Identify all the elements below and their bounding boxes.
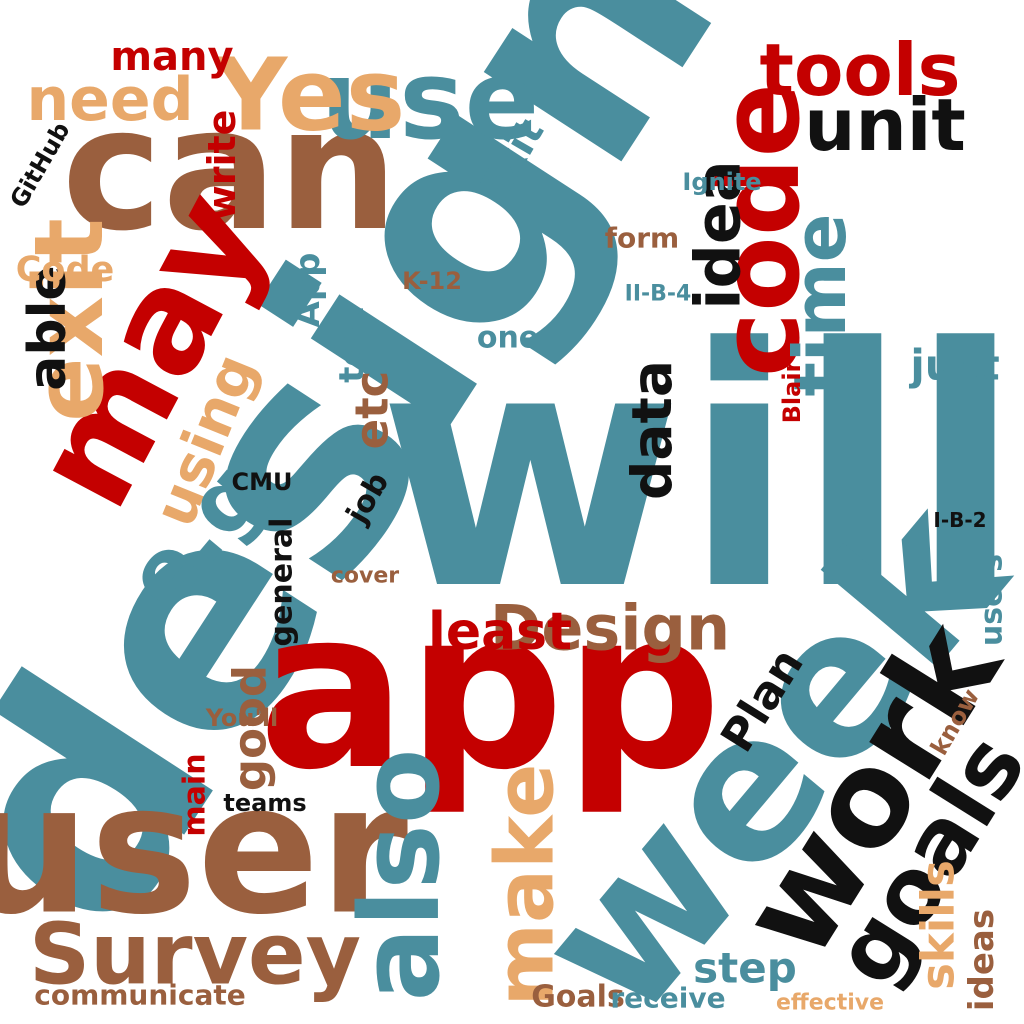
word: many: [110, 34, 233, 80]
word: unit: [804, 83, 966, 167]
word: good: [224, 665, 277, 791]
word: teams: [223, 789, 306, 817]
word: user: [0, 746, 408, 955]
word: You'll: [205, 704, 279, 732]
word: tools: [760, 28, 961, 112]
word: Blair: [778, 360, 806, 423]
word: will: [378, 278, 1022, 662]
word: data: [620, 360, 684, 500]
word: form: [605, 222, 679, 255]
word: exit: [15, 218, 125, 422]
word: etc: [346, 371, 399, 450]
word: test: [332, 307, 372, 383]
word: cover: [331, 564, 399, 589]
word: idea: [682, 160, 755, 310]
word: skills: [912, 860, 965, 990]
word: I-B-2: [933, 508, 986, 532]
word: main: [178, 753, 213, 836]
word: CMU: [232, 468, 293, 496]
word: users: [975, 554, 1010, 646]
word: app: [258, 562, 721, 818]
word: can: [62, 71, 399, 269]
word: code: [696, 83, 824, 377]
word: able: [18, 265, 78, 390]
word: App: [288, 253, 328, 328]
word: II-B-4: [625, 282, 692, 307]
word: Ignite: [682, 168, 761, 196]
word: general: [265, 518, 300, 647]
word: time: [778, 214, 862, 397]
word: ideas: [962, 909, 1002, 1011]
word: least: [428, 602, 572, 662]
word: write: [200, 110, 244, 221]
word: step: [693, 944, 797, 993]
word: effective: [776, 991, 884, 1016]
word: make: [479, 764, 572, 1007]
word: Design: [490, 592, 730, 665]
word: Yes: [214, 37, 406, 154]
word: K-12: [402, 267, 462, 295]
word: Survey: [29, 906, 361, 1005]
word: also: [336, 749, 464, 1002]
word: communicate: [34, 979, 246, 1012]
word: Code: [16, 250, 115, 290]
word: Goals: [531, 980, 625, 1015]
word: one: [477, 321, 539, 356]
word: just: [908, 341, 999, 390]
word: receive: [610, 982, 725, 1015]
word: need: [26, 65, 193, 135]
word: use: [321, 36, 539, 164]
